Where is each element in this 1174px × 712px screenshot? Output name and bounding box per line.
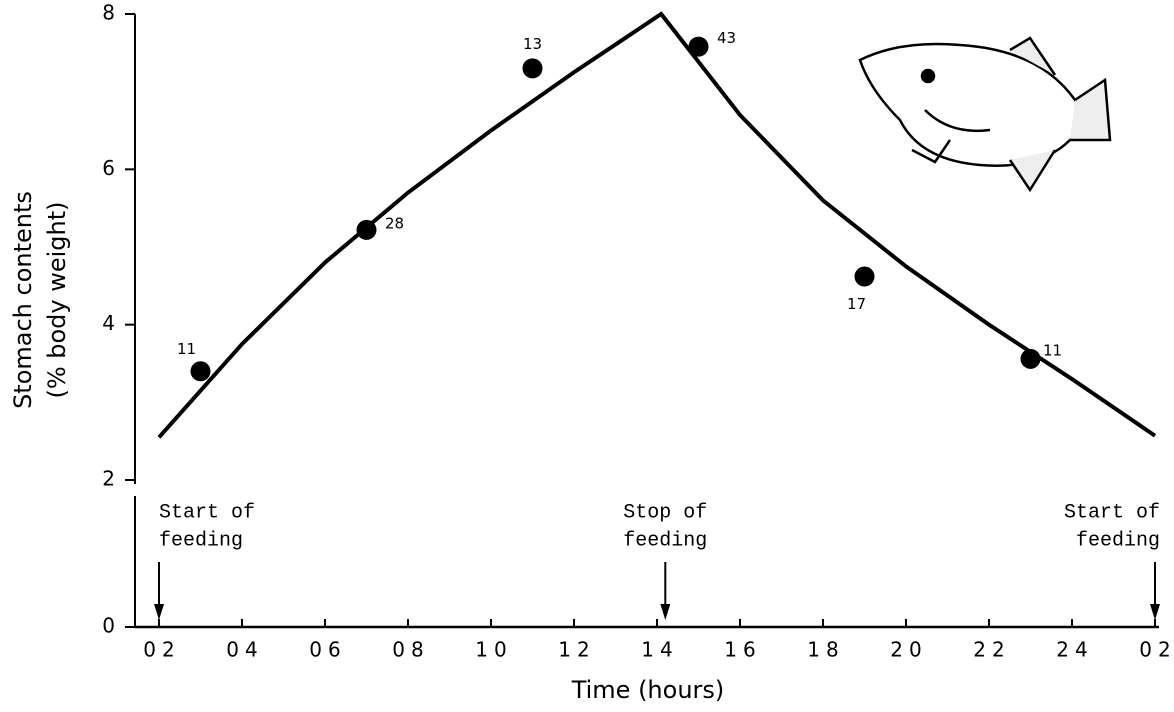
chart: 0246802040608101214161820222402Time (hou… [0, 0, 1174, 712]
x-tick-label: 22 [973, 638, 1010, 662]
annotation: feeding [1076, 529, 1160, 552]
x-tick-label: 02 [143, 638, 180, 662]
y-tick-label: 6 [102, 156, 121, 180]
sample-size-label: 11 [177, 340, 196, 358]
annotation-arrowhead [1150, 604, 1160, 620]
annotation: Start of [159, 501, 255, 524]
annotation-arrowhead [154, 604, 164, 620]
x-tick-label: 10 [475, 638, 512, 662]
sample-size-label: 17 [847, 295, 866, 313]
x-axis-label: Time (hours) [571, 676, 725, 704]
x-tick-label: 20 [890, 638, 927, 662]
annotation: feeding [623, 529, 707, 552]
sample-size-label: 13 [523, 35, 542, 53]
x-tick-label: 18 [807, 638, 844, 662]
y-tick-label: 0 [102, 614, 121, 638]
annotation: feeding [159, 529, 243, 552]
data-point [689, 37, 709, 57]
sample-size-label: 43 [717, 29, 736, 47]
x-tick-label: 04 [226, 638, 263, 662]
y-tick-label: 8 [102, 1, 121, 25]
x-tick-label: 12 [558, 638, 595, 662]
annotation: Stop of [623, 501, 707, 524]
data-point [855, 267, 875, 287]
data-point [523, 58, 543, 78]
y-axis-label: (% body weight) [43, 201, 71, 398]
sample-size-label: 28 [385, 214, 404, 232]
y-tick-label: 4 [102, 311, 121, 335]
x-tick-label: 08 [392, 638, 429, 662]
y-tick-label: 2 [102, 467, 121, 491]
x-tick-label: 16 [724, 638, 761, 662]
data-point [191, 361, 211, 381]
annotation: Start of [1064, 501, 1160, 524]
x-tick-label: 02 [1139, 638, 1174, 662]
y-axis-label: Stomach contents [9, 191, 37, 409]
x-tick-label: 06 [309, 638, 346, 662]
fish-illustration [860, 38, 1110, 190]
x-tick-label: 24 [1056, 638, 1093, 662]
sample-size-label: 11 [1043, 341, 1062, 359]
data-point [357, 220, 377, 240]
annotation-arrowhead [660, 604, 670, 620]
x-tick-label: 14 [641, 638, 678, 662]
data-point [1021, 349, 1041, 369]
